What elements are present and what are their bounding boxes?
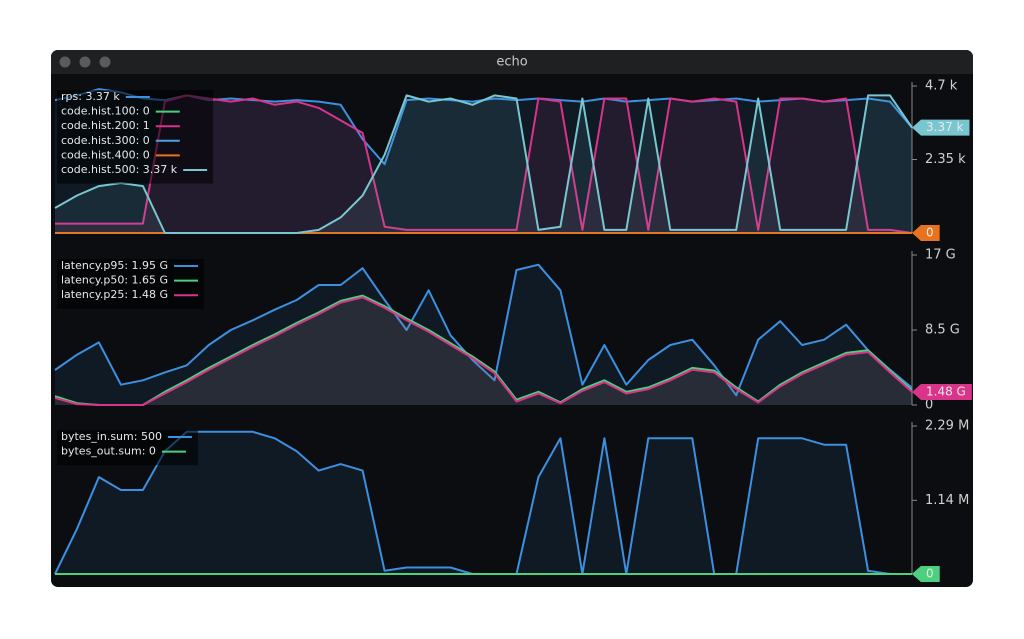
series-line	[54, 94, 913, 234]
area	[55, 297, 912, 405]
legend: latency.p95: 1.95 G latency.p50: 1.65 Gla…	[57, 259, 205, 309]
badge-shape	[912, 119, 970, 136]
badge-shape	[912, 383, 972, 400]
legend-label: code.hist.400: 0	[61, 148, 150, 161]
y-tick-label: 1.14 M	[925, 493, 969, 508]
legend-label: rps: 3.37 k	[61, 90, 120, 103]
y-tick-label: 8.5 G	[925, 323, 960, 338]
legend-label: code.hist.100: 0	[61, 105, 150, 118]
badge-label: 1.48 G	[926, 384, 966, 398]
area	[55, 431, 912, 574]
legend-label: latency.p25: 1.48 G	[61, 288, 168, 301]
minimize-button[interactable]	[79, 56, 91, 68]
badge-label: 0	[926, 226, 934, 240]
badge-label: 0	[926, 567, 934, 581]
badge-shape	[912, 566, 940, 582]
legend: bytes_in.sum: 500 bytes_out.sum: 0	[57, 430, 198, 466]
y-tick-label: 2.29 M	[925, 419, 969, 434]
legend-label: latency.p95: 1.95 G	[61, 259, 168, 272]
legend-label: code.hist.300: 0	[61, 134, 150, 147]
legend-label: bytes_in.sum: 500	[61, 430, 162, 443]
legend-label: latency.p50: 1.65 G	[61, 274, 168, 287]
y-tick-label: 4.7 k	[925, 79, 958, 94]
legend-label: bytes_out.sum: 0	[61, 445, 156, 458]
window-title: echo	[496, 55, 527, 70]
legend: rps: 3.37 k code.hist.100: 0code.hist.200…	[57, 90, 214, 184]
value-badge: 0	[912, 225, 940, 241]
area	[55, 295, 912, 405]
legend-label: code.hist.500: 3.37 k	[61, 163, 178, 176]
y-tick-label: 0	[925, 398, 933, 413]
title-bar	[51, 50, 973, 74]
y-tick-label: 2.35 k	[925, 152, 966, 167]
value-badge: 1.48 G	[912, 383, 972, 400]
legend-background	[57, 90, 214, 184]
value-badge: 3.37 k	[912, 119, 970, 136]
value-badge: 0	[912, 566, 940, 582]
badge-shape	[912, 225, 940, 241]
series-line	[54, 263, 913, 397]
close-button[interactable]	[59, 56, 71, 68]
y-tick-label: 17 G	[925, 248, 956, 263]
series-line	[54, 294, 913, 406]
area	[55, 89, 912, 233]
area	[55, 95, 912, 234]
legend-background	[57, 430, 198, 466]
badge-label: 3.37 k	[926, 120, 964, 134]
legend-label: code.hist.200: 1	[61, 119, 150, 132]
legend-background	[57, 259, 205, 309]
area	[55, 95, 912, 234]
window	[51, 50, 973, 587]
series-line	[54, 296, 913, 406]
zoom-button[interactable]	[99, 56, 111, 68]
